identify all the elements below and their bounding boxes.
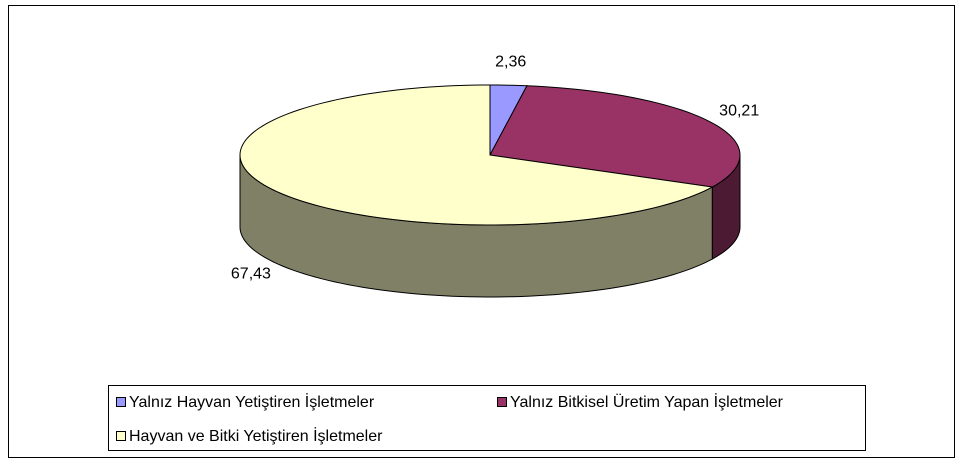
legend-label: Yalnız Hayvan Yetiştiren İşletmeler <box>129 392 375 411</box>
legend <box>108 385 866 451</box>
legend-swatch <box>116 397 126 407</box>
data-label: 67,43 <box>231 266 271 283</box>
data-labels: 2,36 30,21 67,43 <box>231 53 759 282</box>
pie <box>239 84 741 298</box>
data-label: 30,21 <box>719 103 759 120</box>
pie-slice <box>239 84 714 226</box>
legend-label: Hayvan ve Bitki Yetiştiren İşletmeler <box>129 426 383 445</box>
legend-items: Yalnız Hayvan Yetiştiren İşletmeler Yalnı… <box>116 392 784 445</box>
legend-label: Yalnız Bitkisel Üretim Yapan İşletmeler <box>510 392 784 411</box>
data-label: 2,36 <box>495 53 526 70</box>
pie-slice <box>489 85 741 188</box>
legend-swatch <box>116 431 126 441</box>
legend-swatch <box>497 397 507 407</box>
